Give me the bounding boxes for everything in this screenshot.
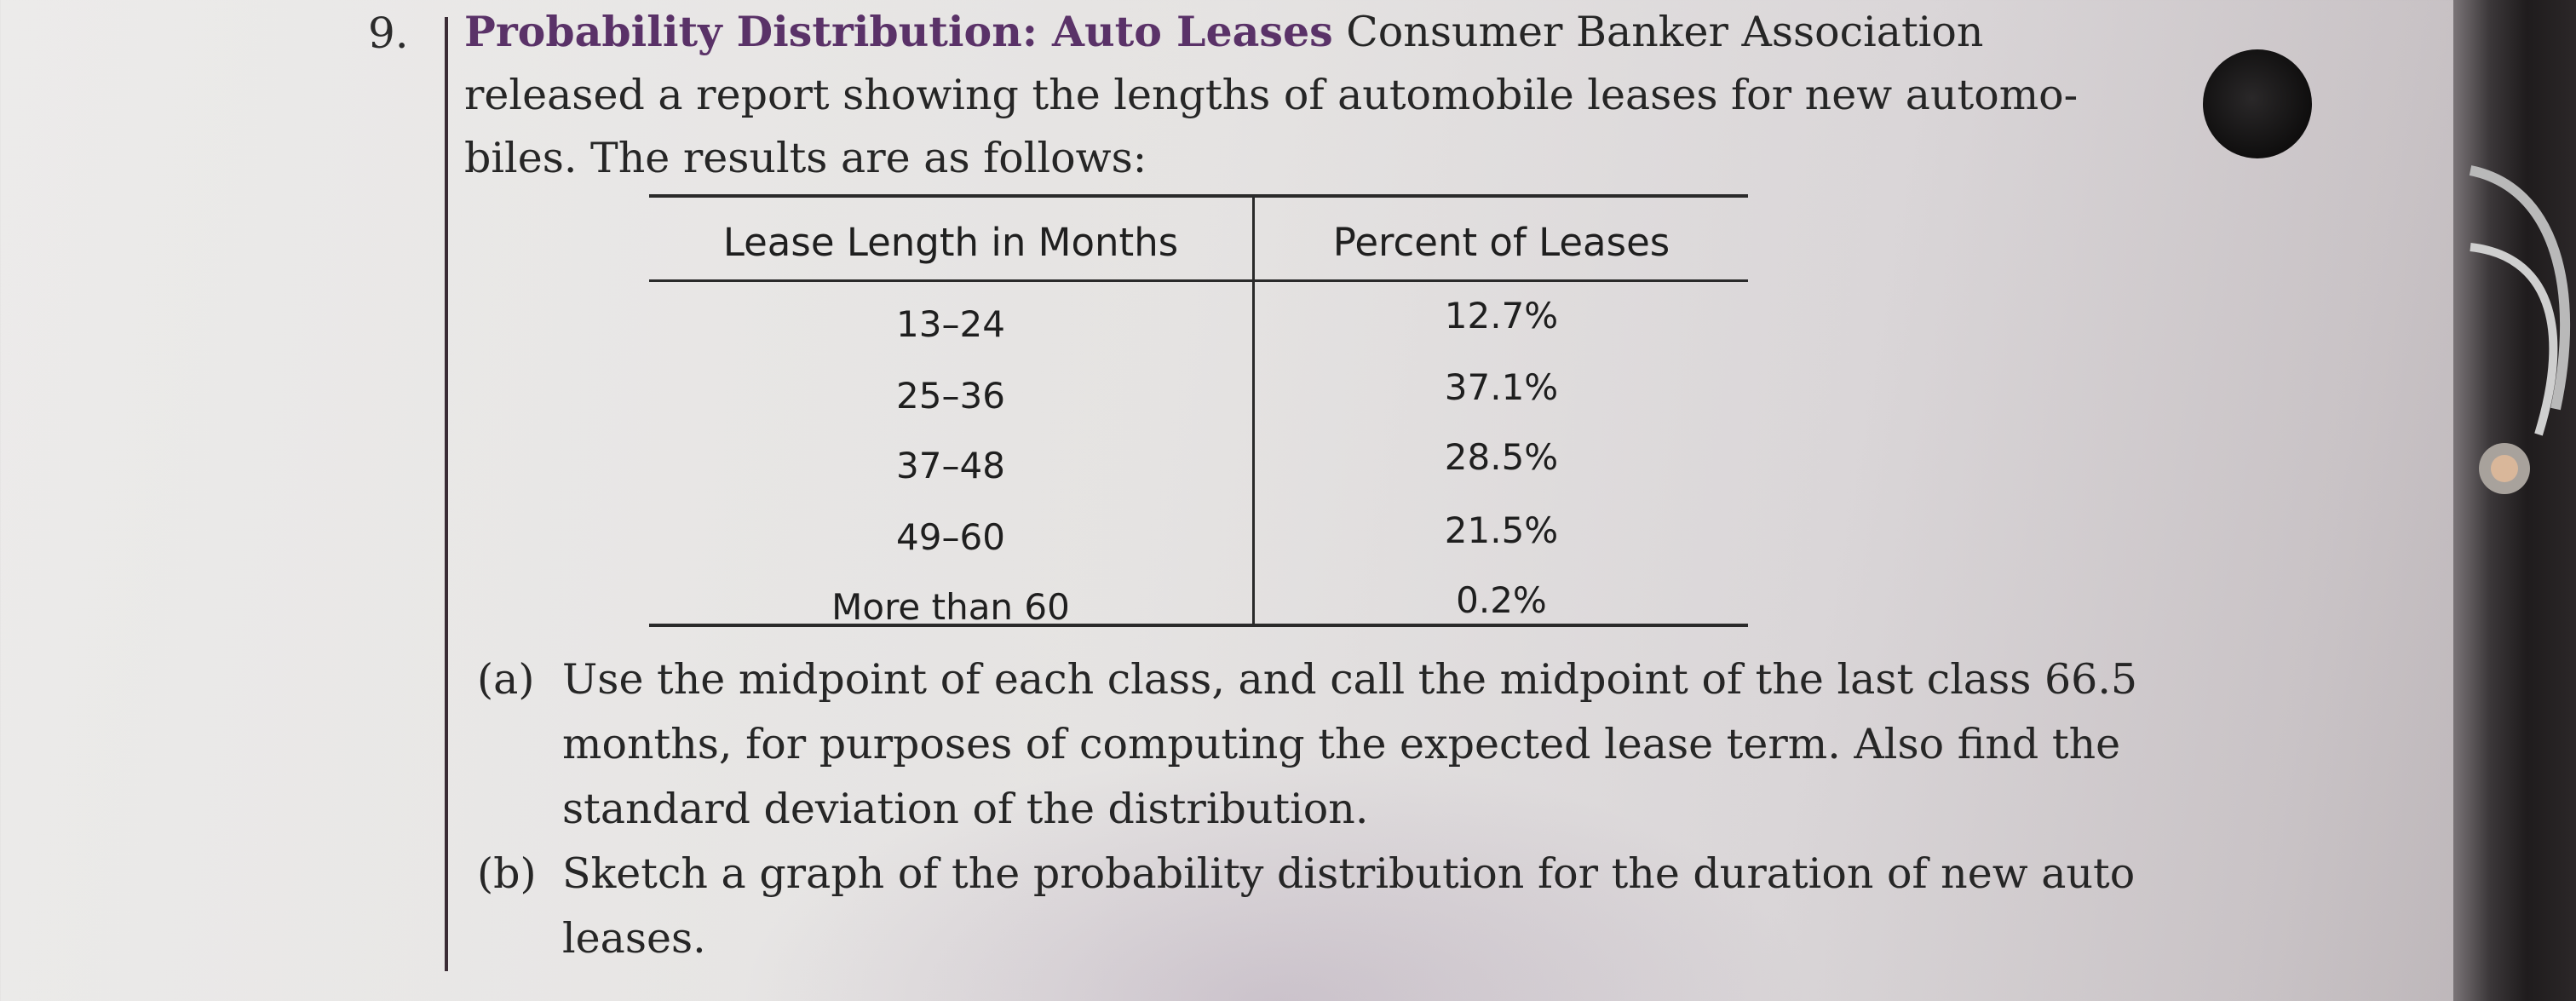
table-header-percent: Percent of Leases bbox=[1332, 220, 1670, 265]
table-cell-length: 13–24 bbox=[896, 303, 1005, 345]
table-top-rule bbox=[649, 194, 1748, 198]
part-b-text: Sketch a graph of the probability distri… bbox=[562, 849, 2136, 963]
part-a-text: Use the midpoint of each class, and call… bbox=[562, 655, 2138, 833]
margin-rule bbox=[445, 17, 448, 971]
table-cell-percent: 21.5% bbox=[1444, 509, 1559, 551]
table-cell-percent: 12.7% bbox=[1444, 295, 1559, 337]
binder-punch-hole bbox=[2203, 49, 2312, 158]
problem-intro: Probability Distribution: Auto Leases Co… bbox=[464, 0, 2168, 190]
table-cell-length: 49–60 bbox=[896, 516, 1005, 558]
table-cell-length: 37–48 bbox=[896, 445, 1005, 486]
intro-line-3: biles. The results are as follows: bbox=[464, 134, 1147, 182]
table-cell-percent: 37.1% bbox=[1444, 366, 1559, 408]
table-cell-length: More than 60 bbox=[831, 586, 1070, 628]
part-b: (b) Sketch a graph of the probability di… bbox=[477, 842, 2181, 971]
part-b-label: (b) bbox=[477, 849, 537, 898]
table-header-rule bbox=[649, 279, 1748, 282]
part-a: (a) Use the midpoint of each class, and … bbox=[477, 647, 2181, 842]
problem-parts: (a) Use the midpoint of each class, and … bbox=[477, 647, 2181, 971]
problem-number: 9. bbox=[368, 9, 409, 58]
problem-title: Probability Distribution: Auto Leases bbox=[464, 7, 1333, 56]
table-cell-percent: 0.2% bbox=[1456, 579, 1547, 621]
part-a-label: (a) bbox=[477, 655, 535, 704]
intro-line-1-rest: Consumer Banker Association bbox=[1346, 8, 1984, 56]
intro-line-2: released a report showing the lengths of… bbox=[464, 71, 2079, 119]
table-column-divider bbox=[1252, 194, 1255, 627]
binder-ring-icon bbox=[2469, 165, 2571, 494]
table-cell-percent: 28.5% bbox=[1444, 436, 1559, 478]
table-bottom-rule bbox=[649, 624, 1748, 627]
table-header-lease-length: Lease Length in Months bbox=[722, 220, 1179, 265]
intro-line-1: Probability Distribution: Auto Leases Co… bbox=[464, 0, 2168, 64]
lease-table: Lease Length in Months Percent of Leases… bbox=[649, 194, 1748, 642]
table-cell-length: 25–36 bbox=[896, 375, 1005, 417]
